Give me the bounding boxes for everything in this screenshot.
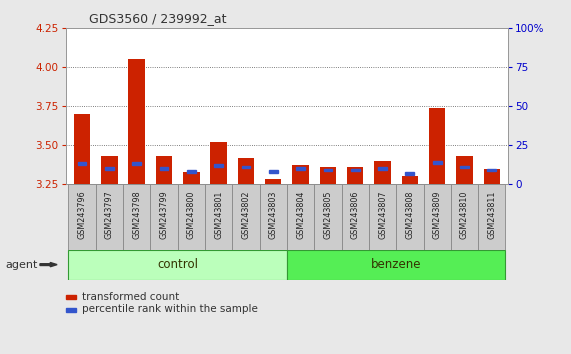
Text: control: control (157, 258, 198, 271)
Bar (287, 250, 505, 280)
Bar (105, 167, 114, 170)
Text: percentile rank within the sample: percentile rank within the sample (82, 304, 258, 314)
Bar (314, 184, 341, 250)
Text: GSM243804: GSM243804 (296, 190, 305, 239)
Text: agent: agent (6, 259, 38, 270)
Bar (187, 170, 196, 173)
Text: transformed count: transformed count (82, 292, 179, 302)
Bar (351, 169, 360, 171)
Bar (292, 165, 309, 184)
Bar (451, 184, 478, 250)
Bar (269, 170, 278, 173)
Bar (488, 169, 496, 171)
Text: GSM243799: GSM243799 (159, 190, 168, 239)
Bar (242, 166, 250, 169)
Bar (123, 184, 150, 250)
Bar (460, 166, 469, 169)
Text: GSM243796: GSM243796 (78, 190, 87, 239)
Bar (128, 59, 145, 184)
Bar (74, 114, 90, 184)
Bar (205, 184, 232, 250)
Bar (324, 169, 332, 171)
Text: GSM243797: GSM243797 (105, 190, 114, 239)
Bar (211, 142, 227, 184)
Text: GSM243805: GSM243805 (323, 190, 332, 239)
Text: benzene: benzene (371, 258, 421, 271)
Text: GSM243800: GSM243800 (187, 190, 196, 239)
Bar (478, 184, 505, 250)
Text: GSM243801: GSM243801 (214, 190, 223, 239)
Bar (96, 184, 123, 250)
Bar (433, 161, 441, 164)
Bar (238, 158, 254, 184)
Text: GSM243807: GSM243807 (378, 190, 387, 239)
Bar (401, 176, 418, 184)
Bar (178, 184, 205, 250)
Bar (69, 250, 287, 280)
Bar (320, 167, 336, 184)
Bar (287, 184, 314, 250)
Bar (378, 167, 387, 170)
Bar (429, 108, 445, 184)
Bar (183, 172, 199, 184)
Text: GSM243802: GSM243802 (242, 190, 251, 239)
Text: GSM243798: GSM243798 (132, 190, 141, 239)
Bar (296, 167, 305, 170)
Bar (160, 167, 168, 170)
Bar (156, 156, 172, 184)
Bar (456, 156, 473, 184)
Bar (69, 184, 96, 250)
Bar (396, 184, 424, 250)
Bar (424, 184, 451, 250)
Bar (375, 161, 391, 184)
Bar (214, 164, 223, 167)
Bar (484, 169, 500, 184)
Bar (150, 184, 178, 250)
Bar (132, 162, 141, 165)
Text: GSM243806: GSM243806 (351, 190, 360, 239)
Text: GSM243811: GSM243811 (487, 190, 496, 239)
Text: GSM243808: GSM243808 (405, 190, 415, 239)
Bar (260, 184, 287, 250)
Text: GSM243810: GSM243810 (460, 190, 469, 239)
Bar (232, 184, 260, 250)
Bar (265, 179, 282, 184)
Bar (78, 162, 86, 165)
Bar (341, 184, 369, 250)
Bar (369, 184, 396, 250)
Bar (101, 156, 118, 184)
Text: GSM243809: GSM243809 (433, 190, 441, 239)
Bar (347, 167, 363, 184)
Text: GSM243803: GSM243803 (269, 190, 278, 239)
Text: GDS3560 / 239992_at: GDS3560 / 239992_at (89, 12, 226, 25)
Bar (405, 172, 414, 175)
